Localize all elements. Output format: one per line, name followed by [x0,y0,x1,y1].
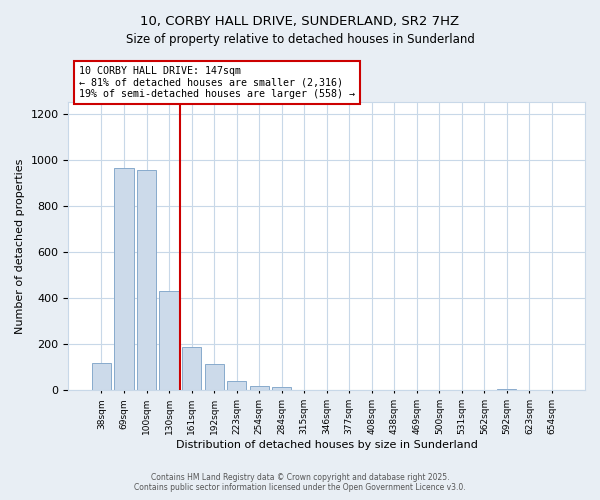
Text: Size of property relative to detached houses in Sunderland: Size of property relative to detached ho… [125,32,475,46]
Text: 10 CORBY HALL DRIVE: 147sqm
← 81% of detached houses are smaller (2,316)
19% of : 10 CORBY HALL DRIVE: 147sqm ← 81% of det… [79,66,355,99]
X-axis label: Distribution of detached houses by size in Sunderland: Distribution of detached houses by size … [176,440,478,450]
Bar [250,386,269,390]
Text: 10, CORBY HALL DRIVE, SUNDERLAND, SR2 7HZ: 10, CORBY HALL DRIVE, SUNDERLAND, SR2 7H… [140,15,460,28]
Bar [272,388,291,390]
Text: Contains HM Land Registry data © Crown copyright and database right 2025.
Contai: Contains HM Land Registry data © Crown c… [134,473,466,492]
Bar [137,170,156,390]
Y-axis label: Number of detached properties: Number of detached properties [15,158,25,334]
Bar [227,380,246,390]
Bar [92,362,111,390]
Bar [205,364,224,390]
Bar [182,346,201,391]
Bar [115,168,134,390]
Bar [160,291,179,390]
